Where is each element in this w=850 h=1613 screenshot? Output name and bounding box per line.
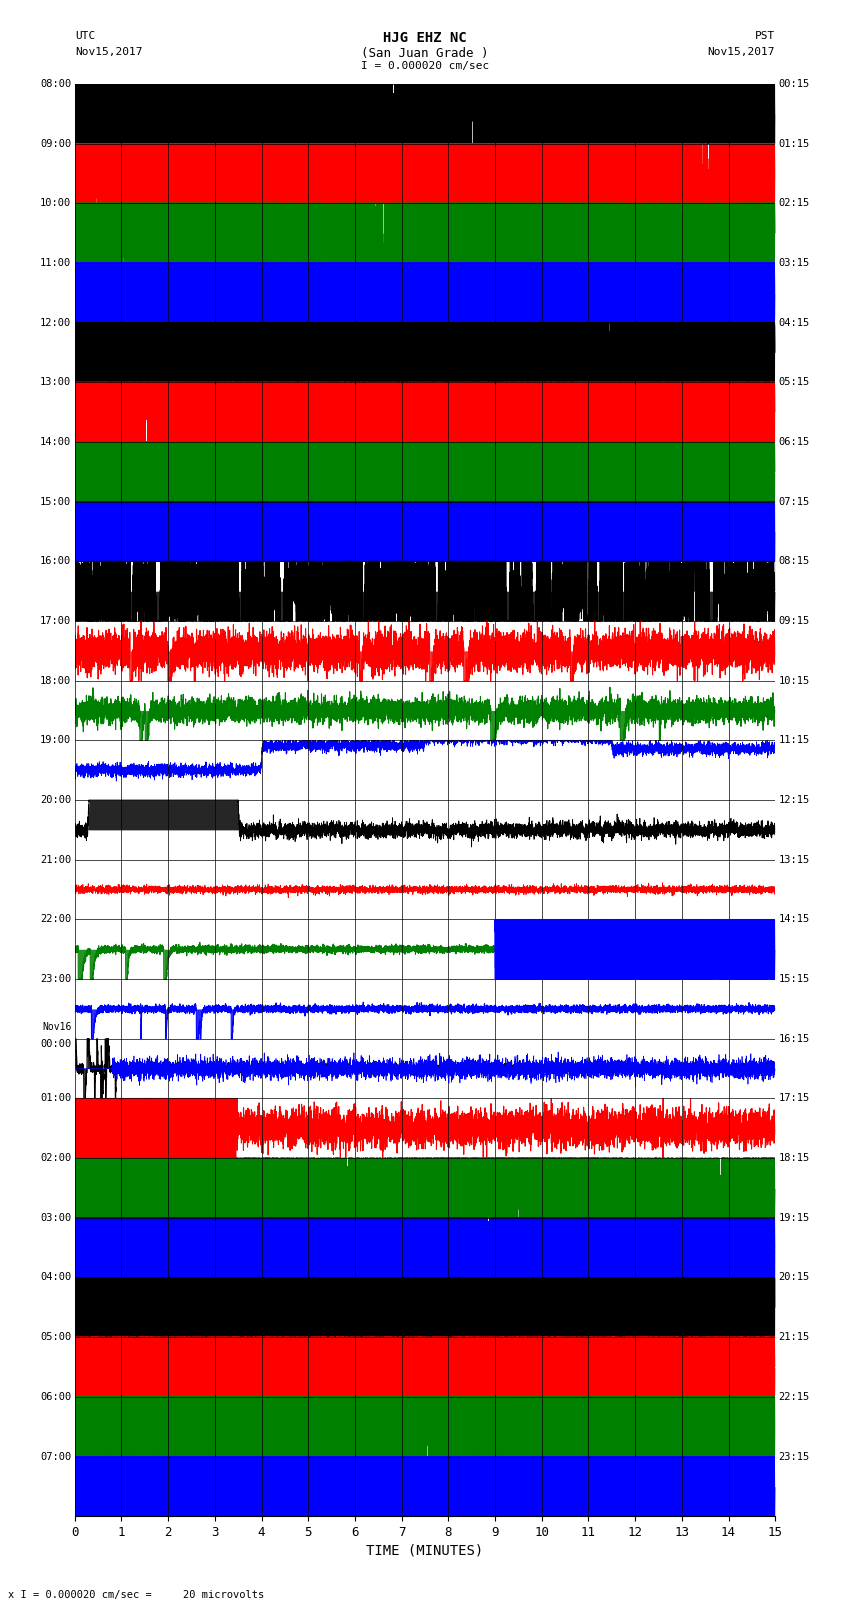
Text: 04:15: 04:15 xyxy=(779,318,810,327)
Text: 14:00: 14:00 xyxy=(40,437,71,447)
Text: 05:00: 05:00 xyxy=(40,1332,71,1342)
Text: 03:00: 03:00 xyxy=(40,1213,71,1223)
Text: 07:15: 07:15 xyxy=(779,497,810,506)
Text: 17:00: 17:00 xyxy=(40,616,71,626)
Text: 22:15: 22:15 xyxy=(779,1392,810,1402)
Text: Nov16: Nov16 xyxy=(42,1023,71,1032)
Text: 01:15: 01:15 xyxy=(779,139,810,148)
Text: PST: PST xyxy=(755,31,775,40)
Text: (San Juan Grade ): (San Juan Grade ) xyxy=(361,47,489,60)
Text: 04:00: 04:00 xyxy=(40,1273,71,1282)
Text: 12:15: 12:15 xyxy=(779,795,810,805)
Text: HJG EHZ NC: HJG EHZ NC xyxy=(383,31,467,45)
Text: 13:00: 13:00 xyxy=(40,377,71,387)
Text: 08:00: 08:00 xyxy=(40,79,71,89)
Text: 03:15: 03:15 xyxy=(779,258,810,268)
Text: 16:00: 16:00 xyxy=(40,556,71,566)
Text: 06:00: 06:00 xyxy=(40,1392,71,1402)
Text: 13:15: 13:15 xyxy=(779,855,810,865)
Text: 02:00: 02:00 xyxy=(40,1153,71,1163)
Text: 22:00: 22:00 xyxy=(40,915,71,924)
Text: 11:15: 11:15 xyxy=(779,736,810,745)
Text: 01:00: 01:00 xyxy=(40,1094,71,1103)
Text: 23:00: 23:00 xyxy=(40,974,71,984)
Text: 15:00: 15:00 xyxy=(40,497,71,506)
Text: 18:15: 18:15 xyxy=(779,1153,810,1163)
Text: 11:00: 11:00 xyxy=(40,258,71,268)
Text: 12:00: 12:00 xyxy=(40,318,71,327)
Text: Nov15,2017: Nov15,2017 xyxy=(75,47,142,56)
Text: 05:15: 05:15 xyxy=(779,377,810,387)
Text: 21:00: 21:00 xyxy=(40,855,71,865)
Text: 23:15: 23:15 xyxy=(779,1452,810,1461)
Text: 06:15: 06:15 xyxy=(779,437,810,447)
Text: 10:00: 10:00 xyxy=(40,198,71,208)
Text: 19:00: 19:00 xyxy=(40,736,71,745)
Text: 15:15: 15:15 xyxy=(779,974,810,984)
Text: 14:15: 14:15 xyxy=(779,915,810,924)
Text: Nov15,2017: Nov15,2017 xyxy=(708,47,775,56)
Text: 08:15: 08:15 xyxy=(779,556,810,566)
Text: 16:15: 16:15 xyxy=(779,1034,810,1044)
Text: 09:00: 09:00 xyxy=(40,139,71,148)
X-axis label: TIME (MINUTES): TIME (MINUTES) xyxy=(366,1544,484,1557)
Text: 02:15: 02:15 xyxy=(779,198,810,208)
Text: 00:00: 00:00 xyxy=(40,1039,71,1048)
Text: 10:15: 10:15 xyxy=(779,676,810,686)
Text: I = 0.000020 cm/sec: I = 0.000020 cm/sec xyxy=(361,61,489,71)
Text: 17:15: 17:15 xyxy=(779,1094,810,1103)
Text: 18:00: 18:00 xyxy=(40,676,71,686)
Text: 20:00: 20:00 xyxy=(40,795,71,805)
Text: 19:15: 19:15 xyxy=(779,1213,810,1223)
Text: UTC: UTC xyxy=(75,31,95,40)
Text: 00:15: 00:15 xyxy=(779,79,810,89)
Text: 09:15: 09:15 xyxy=(779,616,810,626)
Text: 07:00: 07:00 xyxy=(40,1452,71,1461)
Text: 20:15: 20:15 xyxy=(779,1273,810,1282)
Text: 21:15: 21:15 xyxy=(779,1332,810,1342)
Text: x I = 0.000020 cm/sec =     20 microvolts: x I = 0.000020 cm/sec = 20 microvolts xyxy=(8,1590,264,1600)
